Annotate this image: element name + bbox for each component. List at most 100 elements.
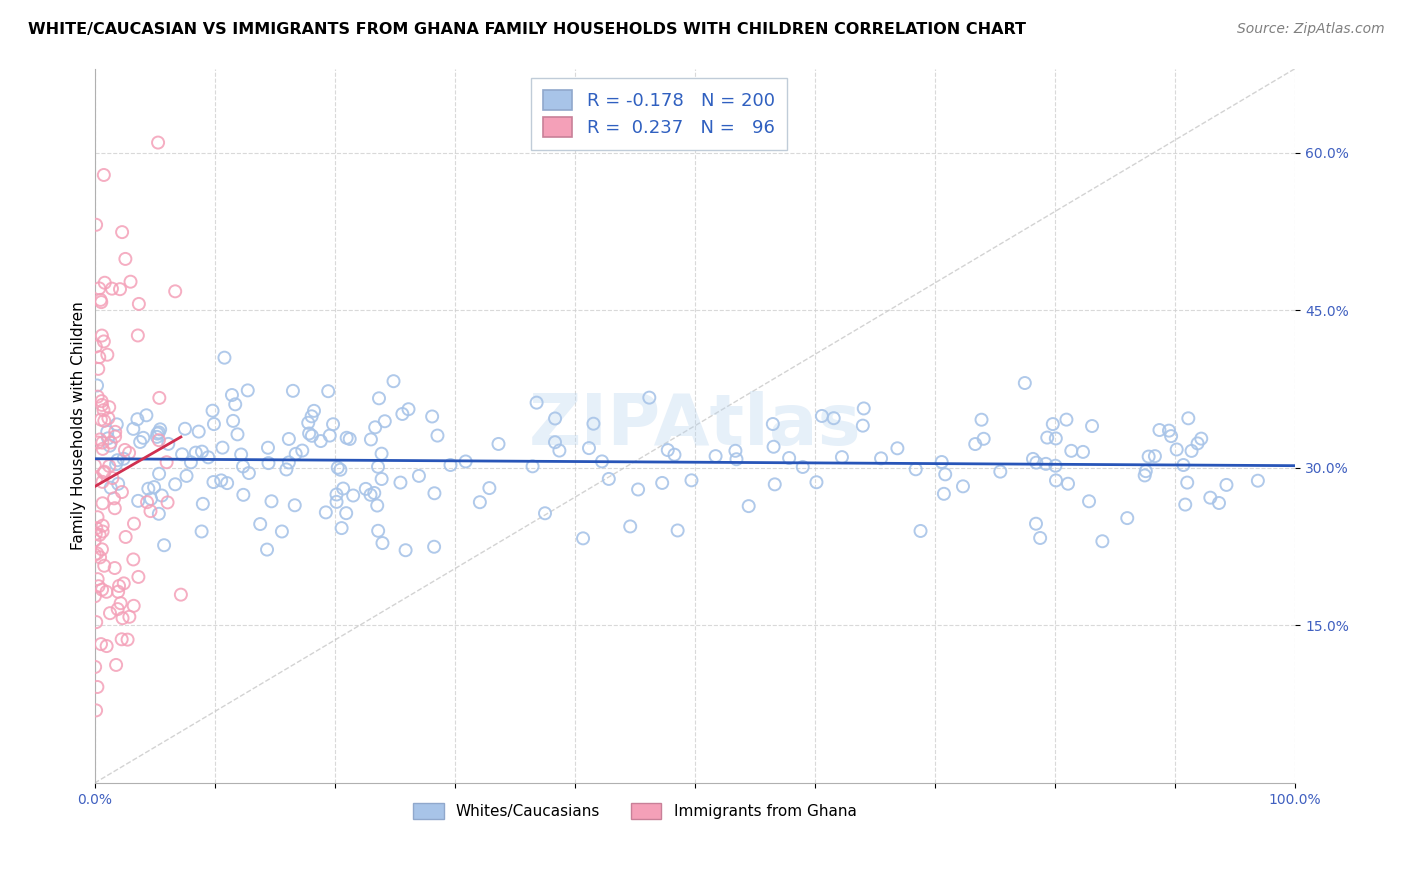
Point	[1078, 494, 1101, 508]
Point	[84, 526, 107, 541]
Point	[139, 504, 162, 518]
Point	[249, 516, 271, 531]
Point	[534, 506, 557, 520]
Point	[236, 384, 259, 398]
Point	[122, 422, 145, 436]
Point	[91, 475, 114, 489]
Point	[190, 524, 212, 539]
Point	[1045, 474, 1067, 488]
Point	[117, 632, 139, 647]
Point	[335, 506, 357, 520]
Point	[156, 495, 179, 509]
Point	[83, 548, 105, 562]
Point	[382, 374, 405, 388]
Point	[127, 570, 149, 584]
Point	[202, 417, 225, 431]
Point	[187, 425, 209, 439]
Point	[197, 450, 219, 465]
Point	[322, 417, 344, 432]
Point	[96, 584, 118, 599]
Point	[439, 458, 461, 472]
Point	[105, 657, 128, 672]
Point	[156, 455, 179, 469]
Point	[174, 422, 197, 436]
Point	[778, 450, 800, 465]
Point	[127, 328, 149, 343]
Point	[93, 465, 115, 479]
Point	[91, 542, 114, 557]
Point	[122, 552, 145, 566]
Point	[128, 297, 150, 311]
Point	[572, 532, 595, 546]
Point	[301, 409, 323, 424]
Point	[150, 489, 173, 503]
Point	[319, 428, 342, 442]
Point	[1036, 431, 1059, 445]
Point	[214, 351, 236, 365]
Point	[98, 400, 121, 414]
Point	[664, 448, 686, 462]
Point	[284, 447, 307, 461]
Point	[1025, 516, 1047, 531]
Point	[1208, 496, 1230, 510]
Point	[87, 362, 110, 376]
Point	[146, 430, 169, 444]
Point	[91, 435, 114, 450]
Point	[389, 475, 412, 490]
Point	[84, 703, 107, 717]
Point	[122, 599, 145, 613]
Point	[108, 282, 131, 296]
Text: WHITE/CAUCASIAN VS IMMIGRANTS FROM GHANA FAMILY HOUSEHOLDS WITH CHILDREN CORRELA: WHITE/CAUCASIAN VS IMMIGRANTS FROM GHANA…	[28, 22, 1026, 37]
Point	[1054, 412, 1077, 426]
Point	[420, 409, 443, 424]
Point	[136, 482, 159, 496]
Point	[86, 510, 108, 524]
Point	[339, 432, 361, 446]
Point	[114, 252, 136, 266]
Point	[391, 407, 413, 421]
Point	[478, 481, 501, 495]
Point	[89, 528, 111, 542]
Point	[315, 505, 337, 519]
Point	[1180, 443, 1202, 458]
Point	[762, 440, 785, 454]
Point	[1091, 534, 1114, 549]
Point	[423, 540, 446, 554]
Point	[101, 282, 124, 296]
Point	[104, 501, 127, 516]
Point	[276, 462, 298, 476]
Point	[111, 611, 134, 625]
Point	[934, 467, 956, 482]
Point	[146, 426, 169, 441]
Point	[111, 632, 134, 647]
Point	[91, 524, 114, 539]
Point	[354, 482, 377, 496]
Point	[91, 496, 114, 510]
Point	[103, 491, 125, 506]
Point	[93, 403, 115, 417]
Point	[176, 469, 198, 483]
Point	[86, 546, 108, 560]
Point	[89, 550, 111, 565]
Point	[1042, 417, 1064, 431]
Point	[148, 507, 170, 521]
Point	[107, 584, 129, 599]
Point	[136, 495, 159, 509]
Point	[651, 475, 673, 490]
Point	[1149, 423, 1171, 437]
Point	[1029, 531, 1052, 545]
Point	[965, 437, 987, 451]
Point	[139, 491, 162, 506]
Point	[638, 391, 661, 405]
Point	[107, 453, 129, 467]
Point	[973, 432, 995, 446]
Point	[1035, 457, 1057, 471]
Point	[627, 483, 650, 497]
Point	[93, 558, 115, 573]
Point	[172, 447, 194, 461]
Point	[277, 432, 299, 446]
Point	[281, 384, 304, 398]
Point	[84, 660, 107, 674]
Point	[1199, 491, 1222, 505]
Point	[931, 455, 953, 469]
